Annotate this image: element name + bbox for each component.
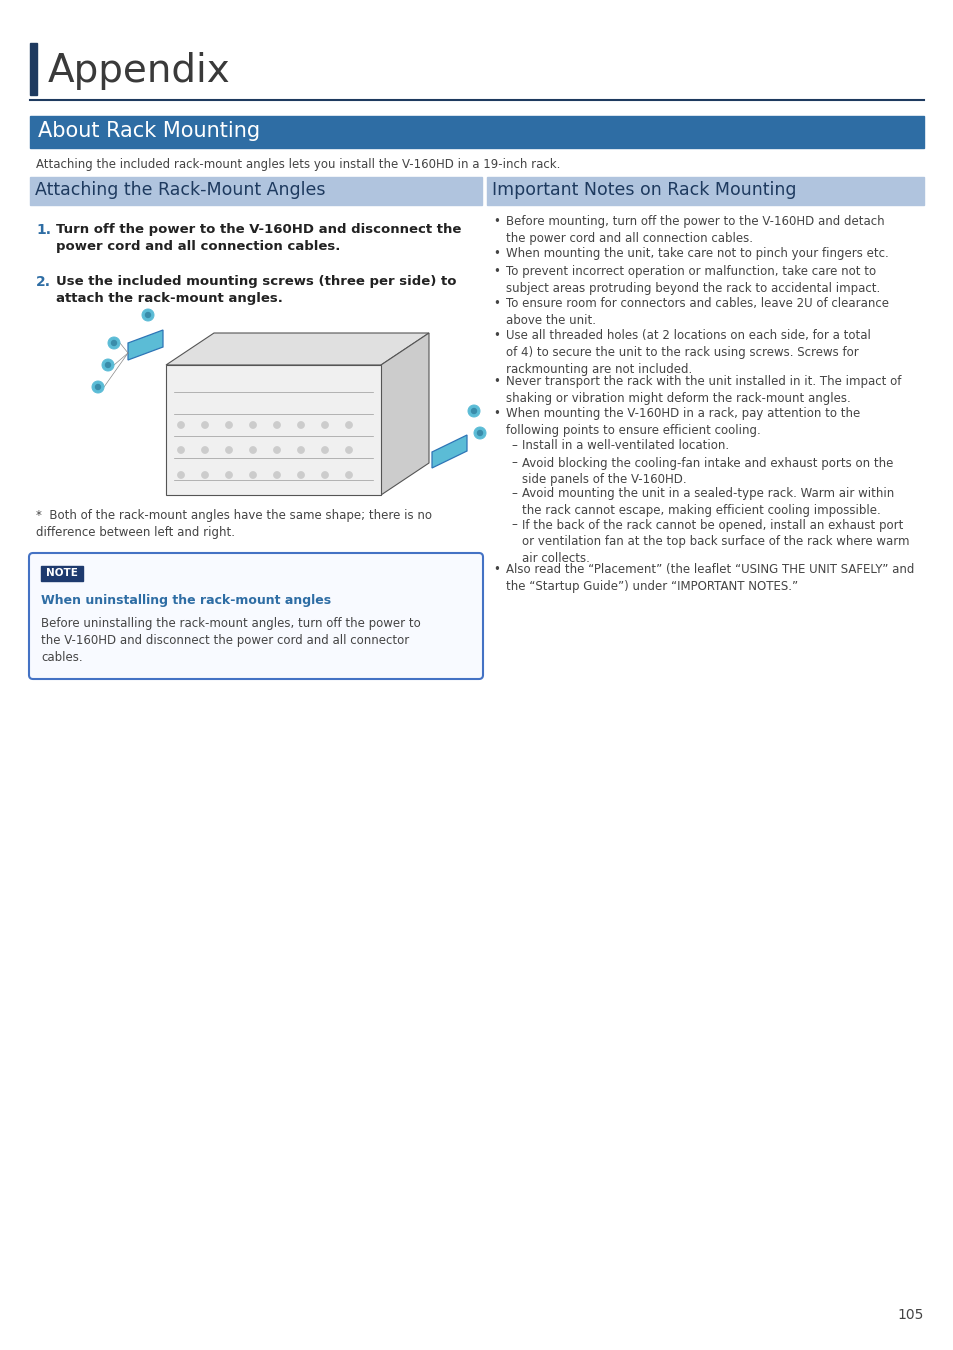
Text: Attaching the included rack-mount angles lets you install the V-160HD in a 19-in: Attaching the included rack-mount angles… bbox=[36, 158, 559, 171]
Text: Never transport the rack with the unit installed in it. The impact of
shaking or: Never transport the rack with the unit i… bbox=[505, 375, 901, 405]
Circle shape bbox=[250, 447, 256, 454]
Text: –: – bbox=[511, 456, 517, 470]
Text: •: • bbox=[493, 406, 499, 420]
Circle shape bbox=[345, 447, 352, 454]
Circle shape bbox=[468, 405, 479, 417]
Circle shape bbox=[225, 471, 233, 478]
Circle shape bbox=[471, 409, 476, 413]
Text: Use the included mounting screws (three per side) to
attach the rack-mount angle: Use the included mounting screws (three … bbox=[56, 275, 456, 305]
Circle shape bbox=[106, 363, 111, 367]
Bar bbox=[30, 116, 923, 148]
Text: Attaching the Rack-Mount Angles: Attaching the Rack-Mount Angles bbox=[35, 181, 325, 198]
Circle shape bbox=[201, 421, 209, 428]
Text: •: • bbox=[493, 297, 499, 310]
Text: If the back of the rack cannot be opened, install an exhaust port
or ventilation: If the back of the rack cannot be opened… bbox=[521, 518, 908, 566]
Circle shape bbox=[102, 359, 113, 371]
Circle shape bbox=[321, 421, 328, 428]
Bar bbox=[30, 177, 481, 205]
Circle shape bbox=[274, 471, 280, 478]
Polygon shape bbox=[128, 329, 163, 360]
Circle shape bbox=[108, 338, 120, 350]
Bar bbox=[41, 566, 83, 580]
Text: To prevent incorrect operation or malfunction, take care not to
subject areas pr: To prevent incorrect operation or malfun… bbox=[505, 266, 880, 296]
Circle shape bbox=[177, 471, 184, 478]
Text: *  Both of the rack-mount angles have the same shape; there is no
difference bet: * Both of the rack-mount angles have the… bbox=[36, 509, 432, 539]
Bar bbox=[486, 177, 923, 205]
Text: –: – bbox=[511, 518, 517, 532]
Text: •: • bbox=[493, 247, 499, 261]
Circle shape bbox=[297, 421, 304, 428]
Text: •: • bbox=[493, 375, 499, 387]
Circle shape bbox=[225, 421, 233, 428]
Text: 105: 105 bbox=[897, 1308, 923, 1322]
Circle shape bbox=[250, 471, 256, 478]
Circle shape bbox=[345, 421, 352, 428]
Text: When mounting the V-160HD in a rack, pay attention to the
following points to en: When mounting the V-160HD in a rack, pay… bbox=[505, 406, 860, 437]
Text: •: • bbox=[493, 266, 499, 278]
Text: Install in a well-ventilated location.: Install in a well-ventilated location. bbox=[521, 439, 728, 452]
Bar bbox=[30, 43, 37, 95]
Text: Avoid blocking the cooling-fan intake and exhaust ports on the
side panels of th: Avoid blocking the cooling-fan intake an… bbox=[521, 456, 892, 486]
Circle shape bbox=[225, 447, 233, 454]
Text: Appendix: Appendix bbox=[48, 53, 231, 90]
Text: To ensure room for connectors and cables, leave 2U of clearance
above the unit.: To ensure room for connectors and cables… bbox=[505, 297, 888, 327]
Text: NOTE: NOTE bbox=[46, 568, 78, 579]
Text: •: • bbox=[493, 329, 499, 343]
Text: •: • bbox=[493, 215, 499, 228]
Circle shape bbox=[345, 471, 352, 478]
Polygon shape bbox=[166, 333, 429, 364]
Circle shape bbox=[321, 447, 328, 454]
Circle shape bbox=[201, 471, 209, 478]
Text: Important Notes on Rack Mounting: Important Notes on Rack Mounting bbox=[492, 181, 796, 198]
Text: Avoid mounting the unit in a sealed-type rack. Warm air within
the rack cannot e: Avoid mounting the unit in a sealed-type… bbox=[521, 487, 893, 517]
Circle shape bbox=[201, 447, 209, 454]
Circle shape bbox=[297, 447, 304, 454]
Text: –: – bbox=[511, 439, 517, 452]
Circle shape bbox=[297, 471, 304, 478]
Polygon shape bbox=[380, 333, 429, 495]
FancyBboxPatch shape bbox=[29, 554, 482, 679]
Text: Also read the “Placement” (the leaflet “USING THE UNIT SAFELY” and
the “Startup : Also read the “Placement” (the leaflet “… bbox=[505, 563, 913, 593]
Text: 1.: 1. bbox=[36, 223, 51, 238]
Circle shape bbox=[274, 421, 280, 428]
Circle shape bbox=[477, 431, 482, 436]
Circle shape bbox=[142, 309, 153, 321]
Circle shape bbox=[146, 312, 151, 317]
Text: Before mounting, turn off the power to the V-160HD and detach
the power cord and: Before mounting, turn off the power to t… bbox=[505, 215, 883, 244]
Polygon shape bbox=[432, 435, 467, 468]
Circle shape bbox=[177, 421, 184, 428]
Circle shape bbox=[91, 381, 104, 393]
Circle shape bbox=[274, 447, 280, 454]
Polygon shape bbox=[166, 364, 380, 495]
Text: –: – bbox=[511, 487, 517, 501]
Text: •: • bbox=[493, 563, 499, 576]
Text: 2.: 2. bbox=[36, 275, 51, 289]
Text: Use all threaded holes (at 2 locations on each side, for a total
of 4) to secure: Use all threaded holes (at 2 locations o… bbox=[505, 329, 870, 377]
Circle shape bbox=[95, 385, 100, 390]
Circle shape bbox=[474, 427, 485, 439]
Text: When uninstalling the rack-mount angles: When uninstalling the rack-mount angles bbox=[41, 594, 331, 608]
Circle shape bbox=[112, 340, 116, 346]
Text: Before uninstalling the rack-mount angles, turn off the power to
the V-160HD and: Before uninstalling the rack-mount angle… bbox=[41, 617, 420, 664]
Text: About Rack Mounting: About Rack Mounting bbox=[38, 122, 260, 140]
Circle shape bbox=[321, 471, 328, 478]
Circle shape bbox=[177, 447, 184, 454]
Circle shape bbox=[250, 421, 256, 428]
Text: Turn off the power to the V-160HD and disconnect the
power cord and all connecti: Turn off the power to the V-160HD and di… bbox=[56, 223, 461, 252]
Text: When mounting the unit, take care not to pinch your fingers etc.: When mounting the unit, take care not to… bbox=[505, 247, 888, 261]
